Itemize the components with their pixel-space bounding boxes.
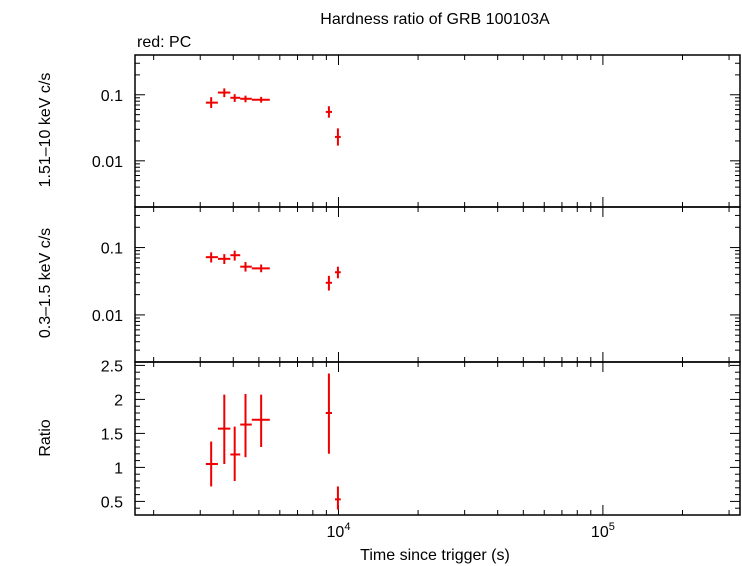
y-tick-label: 0.1 <box>101 88 123 105</box>
y-tick-label: 0.5 <box>101 494 123 511</box>
data-point <box>240 262 252 272</box>
data-point <box>251 264 270 273</box>
plot-frame <box>134 206 741 363</box>
data-point <box>334 128 341 146</box>
y-tick-label: 0.01 <box>92 308 123 325</box>
data-point <box>217 254 231 264</box>
data-point <box>240 393 252 458</box>
x-tick-label: 104 <box>327 521 351 541</box>
panel-ratio: Ratio Time since trigger (s) 0.5 1 1.5 2 2.5… <box>37 358 741 564</box>
panel-hard: 1.51–10 keV c/s 0.1 0.01 <box>37 54 741 208</box>
data-point <box>205 441 218 487</box>
y-tick-label: 0.01 <box>92 154 123 171</box>
data-point <box>325 106 332 118</box>
hard-band-ylabel: 1.51–10 keV c/s <box>37 73 54 188</box>
data-point <box>230 426 241 481</box>
panel-soft: 0.3–1.5 keV c/s 0.1 0.01 <box>37 206 741 363</box>
data-point <box>205 97 218 109</box>
data-point <box>325 275 332 291</box>
data-point <box>325 373 332 454</box>
data-point <box>334 486 341 510</box>
ratio-ylabel: Ratio <box>37 419 54 456</box>
data-point <box>240 95 252 103</box>
data-point <box>217 394 231 464</box>
chart-title: Hardness ratio of GRB 100103A <box>320 11 550 28</box>
y-tick-label: 1 <box>114 460 123 477</box>
data-point <box>334 266 341 279</box>
data-point <box>230 94 241 102</box>
y-tick-label: 1.5 <box>101 426 123 443</box>
data-point <box>217 88 231 98</box>
data-point <box>251 394 270 447</box>
legend-note: red: PC <box>137 34 191 51</box>
data-point <box>205 252 218 263</box>
y-tick-label: 2.5 <box>101 358 123 375</box>
plot-frame <box>134 54 741 208</box>
y-tick-label: 2 <box>114 392 123 409</box>
soft-band-ylabel: 0.3–1.5 keV c/s <box>37 228 54 338</box>
y-tick-label: 0.1 <box>101 241 123 258</box>
x-tick-label: 105 <box>591 521 615 541</box>
data-point <box>251 96 270 103</box>
plot-frame <box>134 361 741 516</box>
x-axis-label: Time since trigger (s) <box>360 547 510 564</box>
data-point <box>230 250 241 261</box>
